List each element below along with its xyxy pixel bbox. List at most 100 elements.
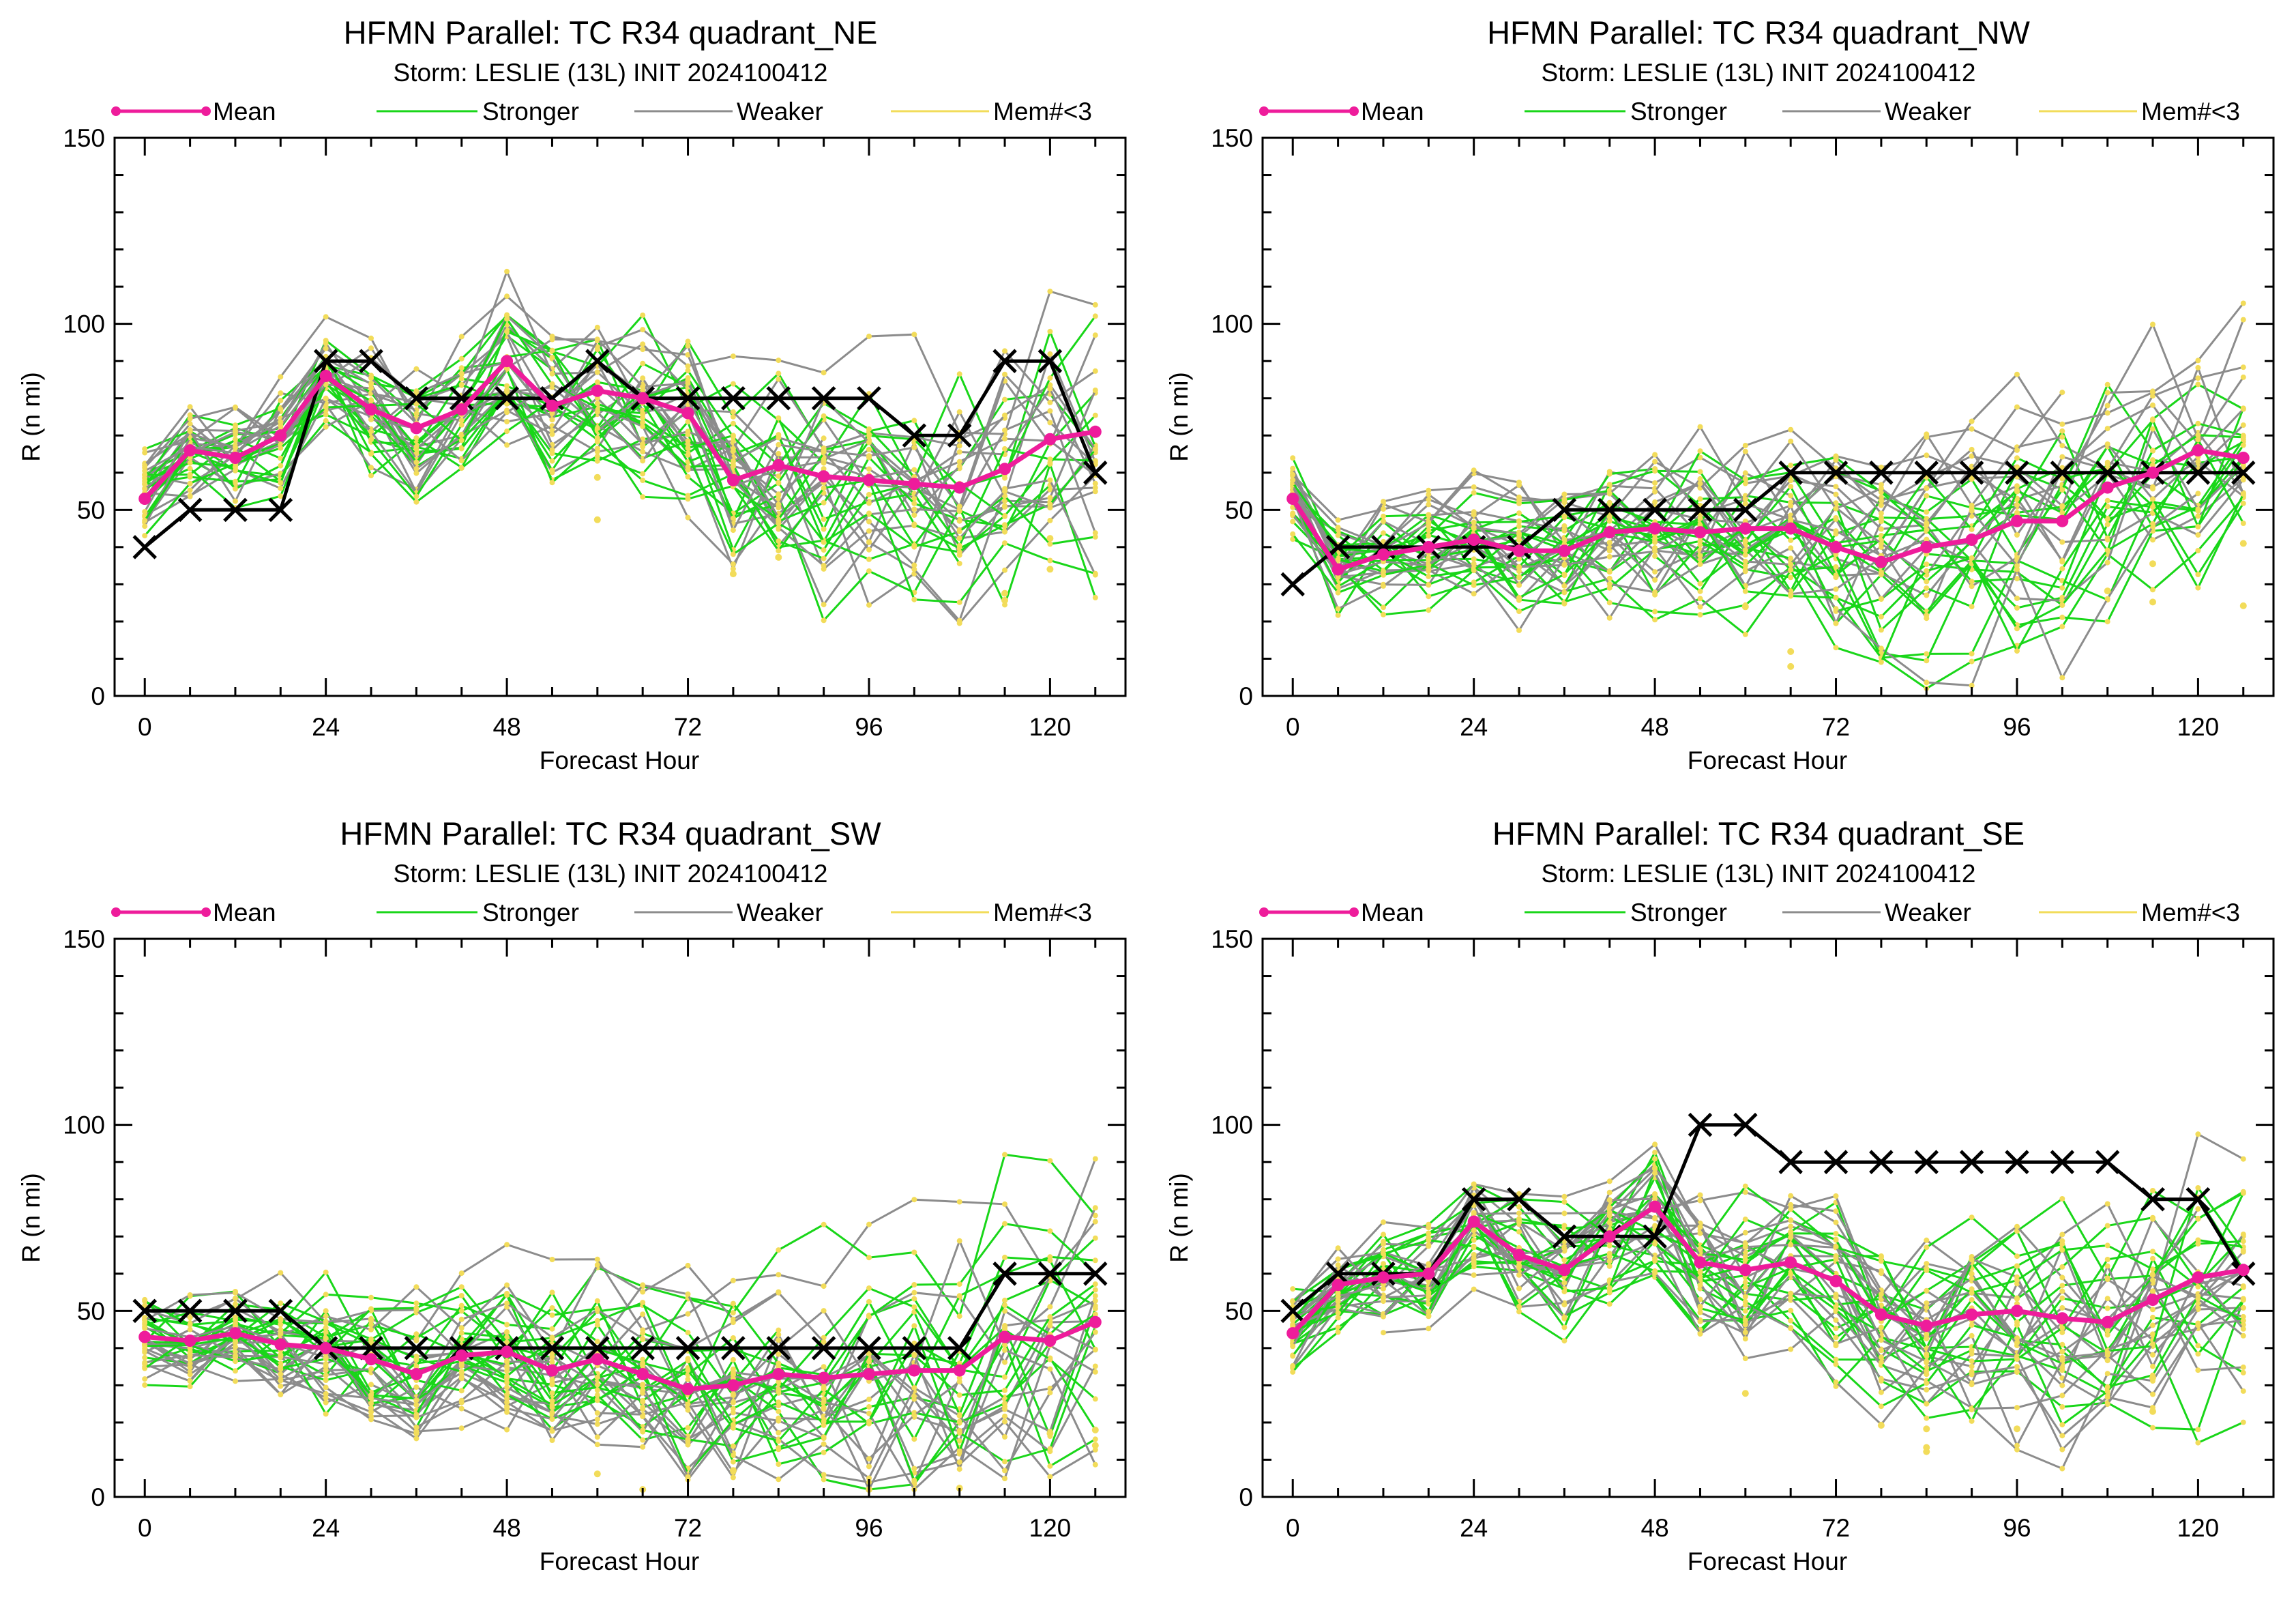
member-point	[2014, 626, 2020, 632]
member-point	[2240, 442, 2246, 448]
weaker-member-line	[1291, 1219, 2243, 1448]
member-point	[1924, 1261, 1930, 1267]
member-point	[2104, 504, 2110, 510]
member-point	[1002, 493, 1007, 499]
mean-point	[1044, 1335, 1057, 1347]
member-point	[821, 370, 827, 376]
member-point	[1924, 658, 1930, 664]
chart-nw: HFMN Parallel: TC R34 quadrant_NWStorm: …	[1165, 14, 2275, 774]
member-point	[2240, 1156, 2246, 1162]
mean-point	[2011, 1305, 2023, 1317]
member-point	[1002, 1401, 1007, 1407]
mean-point	[1784, 522, 1797, 535]
plot-area	[1280, 300, 2256, 692]
member-point	[1002, 1459, 1007, 1465]
member-point	[866, 1404, 872, 1410]
member-point	[1606, 600, 1613, 606]
member-point	[1426, 533, 1432, 539]
best-track-marker	[540, 1336, 565, 1360]
y-tick-label: 0	[91, 682, 105, 710]
member-point	[1788, 1217, 1794, 1223]
member-point	[1290, 477, 1296, 483]
member-point	[1924, 485, 1930, 491]
member-point	[776, 480, 782, 486]
member-point	[187, 465, 193, 471]
member-point	[1788, 1223, 1794, 1229]
member-point	[233, 1344, 238, 1350]
member-point	[866, 1397, 872, 1402]
member-point	[1002, 1308, 1007, 1314]
member-point	[233, 1354, 238, 1360]
member-point	[1652, 489, 1658, 495]
member-point	[730, 381, 736, 387]
best-track-marker	[2185, 1186, 2211, 1212]
member-point	[323, 1325, 329, 1331]
member-point	[2195, 572, 2201, 577]
member-point	[323, 1372, 329, 1378]
best-track-marker	[223, 497, 248, 523]
mem-point	[593, 1470, 601, 1478]
member-point	[1924, 1401, 1930, 1407]
member-point	[730, 420, 736, 426]
member-point	[2059, 1196, 2065, 1202]
member-point	[1471, 1227, 1477, 1234]
mem-point	[775, 553, 782, 561]
member-point	[1002, 513, 1007, 519]
mean-point	[1603, 1230, 1616, 1243]
member-point	[2104, 1350, 2110, 1356]
mean-point	[636, 392, 649, 405]
member-point	[233, 1317, 238, 1322]
member-point	[1381, 1294, 1386, 1300]
member-point	[1471, 568, 1477, 574]
member-point	[2195, 1440, 2201, 1446]
member-point	[1047, 1474, 1053, 1480]
member-point	[640, 1397, 646, 1403]
member-point	[2059, 434, 2065, 440]
mean-point	[183, 1335, 196, 1347]
member-point	[549, 1376, 555, 1382]
member-point	[1924, 520, 1930, 526]
member-point	[142, 468, 148, 474]
member-point	[458, 1270, 465, 1277]
member-point	[956, 1438, 962, 1444]
weaker-member-line	[144, 1337, 1096, 1491]
best-track-marker	[992, 1262, 1017, 1286]
member-point	[504, 409, 510, 416]
member-point	[1426, 1309, 1432, 1315]
member-point	[1833, 1341, 1839, 1347]
member-point	[1516, 609, 1522, 614]
mem-point	[2149, 1408, 2156, 1415]
member-point	[549, 1335, 555, 1341]
member-point	[1878, 1258, 1884, 1264]
weaker-member-line	[144, 356, 1096, 533]
mean-point	[1467, 1215, 1480, 1228]
member-point	[1742, 1329, 1748, 1335]
member-point	[776, 548, 782, 554]
member-point	[368, 465, 374, 471]
chart-title: HFMN Parallel: TC R34 quadrant_NE	[344, 14, 878, 50]
member-point	[504, 1339, 510, 1345]
member-point	[504, 1359, 510, 1365]
best-track-marker	[721, 385, 746, 411]
member-point	[368, 1409, 374, 1415]
member-point	[458, 422, 465, 428]
member-point	[1047, 385, 1053, 392]
member-point	[1969, 426, 1975, 432]
member-point	[278, 1317, 284, 1324]
member-point	[323, 1308, 329, 1314]
member-point	[233, 1338, 238, 1344]
member-point	[1426, 582, 1432, 588]
member-point	[142, 509, 148, 514]
member-point	[1381, 519, 1386, 524]
member-point	[1924, 1380, 1930, 1386]
best-track-marker	[1914, 1150, 1939, 1174]
member-point	[1878, 497, 1884, 504]
mean-point	[138, 493, 151, 505]
member-point	[730, 551, 736, 557]
member-point	[866, 1410, 872, 1416]
member-point	[866, 433, 872, 439]
member-point	[1833, 1193, 1839, 1199]
member-point	[549, 1354, 555, 1360]
member-point	[1697, 612, 1703, 617]
member-point	[549, 381, 555, 387]
